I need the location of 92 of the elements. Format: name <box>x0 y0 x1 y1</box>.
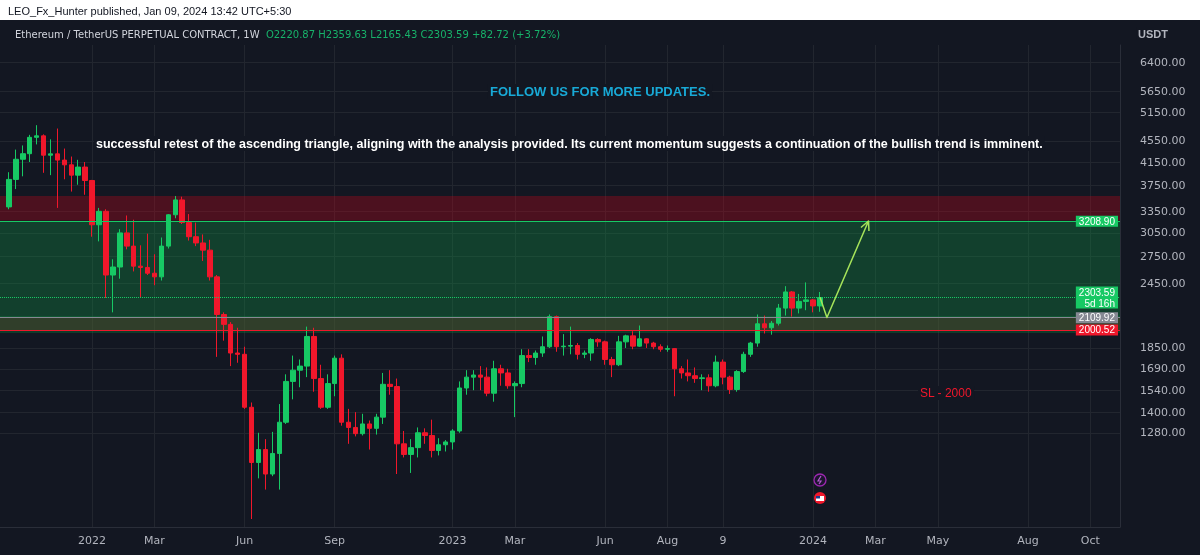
candlestick <box>575 342 580 360</box>
y-tick-label: 1540.00 <box>1140 383 1186 397</box>
candlestick <box>145 233 150 276</box>
candlestick <box>256 432 261 479</box>
y-tick-label: 4550.00 <box>1140 134 1186 148</box>
y-tick-label: 1280.00 <box>1140 426 1186 440</box>
annotation: successful retest of the ascending triangle, aligning with the analysis provided. Its current momentum suggests a continuation of the bullish trend is imminent. <box>96 136 1043 151</box>
candlestick <box>34 124 39 145</box>
candlestick <box>755 313 760 348</box>
candlestick <box>450 428 455 451</box>
candlestick <box>103 208 109 299</box>
candlestick <box>665 345 670 353</box>
candlestick <box>547 313 552 349</box>
candlestick <box>644 337 649 349</box>
candlestick <box>464 369 469 396</box>
candlestick <box>152 253 157 286</box>
candlestick <box>713 355 719 388</box>
candlestick <box>263 438 268 491</box>
x-tick-label: May <box>926 534 950 547</box>
candlestick <box>69 156 74 193</box>
ref-line-label: 2303.59 5d 16h <box>1078 286 1116 309</box>
candlestick <box>672 347 677 397</box>
ref-line-label: 2109.92 <box>1078 312 1116 324</box>
y-tick-label: 5650.00 <box>1140 84 1186 98</box>
y-tick-label: 3050.00 <box>1140 226 1186 240</box>
candlestick <box>699 373 705 391</box>
text: USDT <box>1138 27 1169 40</box>
x-tick-label: Sep <box>324 534 346 547</box>
y-tick-label: 4150.00 <box>1140 155 1186 169</box>
candlestick <box>75 159 81 186</box>
candlestick <box>568 326 573 355</box>
candlestick <box>526 348 532 363</box>
candlestick <box>159 236 164 282</box>
candlestick <box>436 437 441 456</box>
candlestick <box>443 439 448 452</box>
candlestick <box>367 420 372 451</box>
candlestick <box>457 380 462 434</box>
x-tick-label: 9 <box>719 534 727 547</box>
candlestick <box>138 244 143 299</box>
candlestick <box>270 431 275 477</box>
candlestick <box>55 128 60 209</box>
x-tick-label: Mar <box>865 534 887 547</box>
y-tick-label: 5150.00 <box>1140 105 1186 119</box>
y-tick-label: 3350.00 <box>1140 204 1186 218</box>
x-tick-label: 2024 <box>799 534 828 547</box>
candlestick <box>360 413 365 436</box>
text: LEO_Fx_Hunter published, Jan 09, 2024 13:42 UTC+5:30 <box>8 4 292 17</box>
candlestick <box>748 341 753 358</box>
x-tick-label: 2022 <box>78 534 107 547</box>
candlestick <box>651 341 656 350</box>
candlestick <box>48 138 53 176</box>
y-tick-label: 1690.00 <box>1140 362 1186 376</box>
y-tick-label: 1400.00 <box>1140 405 1186 419</box>
candlestick <box>249 401 254 520</box>
chart-title: Ethereum / TetherUS PERPETUAL CONTRACT, 1W <box>15 28 266 40</box>
x-tick-label: 2023 <box>438 534 467 547</box>
candlestick <box>62 148 67 180</box>
ref-line-label: 3208.90 <box>1078 215 1116 227</box>
candlestick <box>173 195 178 219</box>
candlestick <box>471 369 476 391</box>
candlestick <box>540 335 545 358</box>
candlestick <box>776 303 781 326</box>
x-tick-label: Aug <box>656 534 679 547</box>
x-tick-label: Mar <box>504 534 526 547</box>
y-tick-label: 2450.00 <box>1140 276 1186 290</box>
candlestick <box>561 333 566 357</box>
candlestick <box>810 298 816 313</box>
x-tick-label: Oct <box>1080 534 1101 547</box>
ref-line-label: 2000.52 <box>1078 324 1116 336</box>
candlestick <box>491 360 497 403</box>
candlestick <box>789 290 795 318</box>
candlestick <box>242 346 247 410</box>
annotation: SL - 2000 <box>920 386 972 400</box>
candlestick <box>769 320 774 336</box>
candlestick <box>706 373 712 393</box>
y-tick-label: 2750.00 <box>1140 250 1186 264</box>
candlestick <box>637 324 642 348</box>
chart-subtitle: O2220.87 H2359.63 L2165.43 C2303.59 +82.72 (+3.72%) <box>265 28 561 40</box>
candlestick <box>41 133 46 174</box>
candlestick <box>353 411 358 437</box>
y-tick-label: 1850.00 <box>1140 341 1186 355</box>
candlestick <box>339 353 344 427</box>
x-tick-label: Jun <box>235 534 254 547</box>
candlestick <box>658 343 663 353</box>
candlestick <box>533 349 538 366</box>
y-tick-label: 3750.00 <box>1140 178 1186 192</box>
x-tick-label: Jun <box>595 534 614 547</box>
x-tick-label: Mar <box>144 534 166 547</box>
y-tick-label: 6400.00 <box>1140 55 1186 69</box>
annotation: FOLLOW US FOR MORE UPDATES. <box>489 84 711 99</box>
candlestick <box>346 408 351 445</box>
x-tick-label: Aug <box>1017 534 1039 547</box>
